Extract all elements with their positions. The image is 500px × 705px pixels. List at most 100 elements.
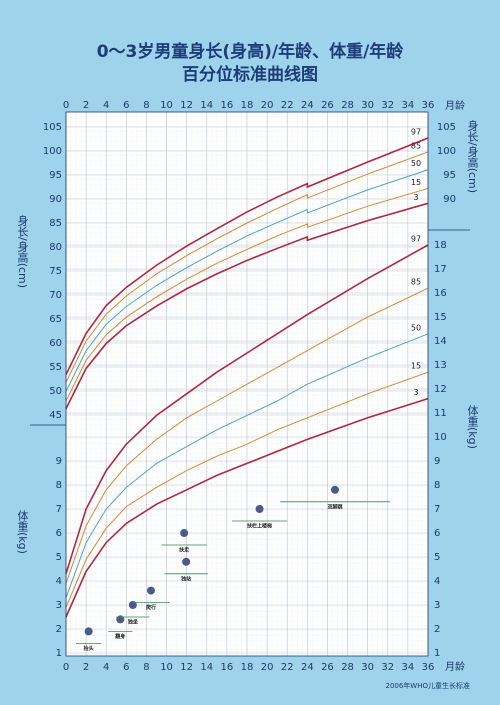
weight-tick-label: 10 (434, 432, 447, 443)
title: 0～3岁男童身长(身高)/年龄、体重/年龄 (97, 41, 405, 62)
x-tick-label-top: 32 (381, 100, 394, 111)
milestone-icon (146, 586, 155, 595)
y-tick-label: 105 (43, 122, 62, 133)
curve (65, 397, 429, 618)
x-tick-label-top: 4 (103, 100, 109, 111)
weight-left-tick-label: 6 (56, 528, 62, 539)
weight-label-left: 体重(kg) (16, 509, 29, 554)
x-tick-label-bottom: 34 (402, 662, 415, 673)
x-tick-label-bottom: 36 (422, 662, 435, 673)
curve (65, 151, 429, 383)
x-tick-label-top: 22 (281, 100, 294, 111)
weight-tick-label: 12 (434, 384, 447, 395)
x-tick-label-bottom: 6 (123, 662, 129, 673)
y-label-left: 身长/身高(cm) (16, 214, 29, 288)
curve-label: 3 (413, 193, 418, 202)
y-right-tick-label: 100 (437, 146, 456, 157)
footnote: 2006年WHO儿童生长标准 (385, 681, 470, 690)
curve-label: 50 (411, 323, 421, 332)
x-tick-label-bottom: 28 (341, 662, 354, 673)
x-label-bottom: 月龄 (445, 660, 465, 673)
weight-tick-label: 13 (434, 360, 447, 371)
y-tick-label: 90 (49, 194, 62, 205)
weight-tick-label: 16 (434, 288, 447, 299)
weight-tick-label: 9 (434, 456, 440, 467)
y-right-tick-label: 95 (443, 170, 456, 181)
milestone-icon (180, 529, 189, 537)
weight-tick-label: 6 (434, 528, 440, 539)
x-tick-label-bottom: 18 (241, 662, 254, 673)
weight-tick-label: 2 (434, 624, 440, 635)
y-tick-label: 85 (49, 218, 62, 229)
x-tick-label-bottom: 14 (200, 662, 213, 673)
weight-tick-label: 5 (434, 552, 440, 563)
curve-label: 15 (411, 362, 421, 371)
x-tick-label-top: 18 (241, 100, 254, 111)
y-tick-label: 95 (49, 170, 62, 181)
weight-tick-label: 8 (434, 480, 440, 491)
x-tick-label-bottom: 0 (63, 662, 69, 673)
weight-tick-label: 4 (434, 576, 440, 587)
milestone-label: 扶栏上楼梯 (247, 523, 272, 530)
x-tick-label-bottom: 32 (381, 662, 394, 673)
weight-label-right: 体重(kg) (466, 404, 479, 449)
subtitle: 百分位标准曲线图 (182, 64, 318, 85)
x-tick-label-top: 26 (321, 100, 334, 111)
x-tick-label-bottom: 22 (281, 662, 294, 673)
curve (65, 187, 429, 402)
milestone-icon (84, 627, 93, 636)
y-right-tick-label: 90 (443, 194, 456, 205)
x-tick-label-bottom: 24 (301, 662, 314, 673)
x-label-top: 月龄 (445, 99, 465, 112)
weight-left-tick-label: 8 (56, 480, 62, 491)
weight-left-tick-label: 5 (56, 552, 62, 563)
weight-left-tick-label: 2 (56, 624, 62, 635)
milestone-label: 独坐 (127, 619, 138, 626)
x-tick-label-top: 34 (402, 100, 415, 111)
x-tick-label-bottom: 20 (261, 662, 274, 673)
milestone-label: 抬头 (84, 645, 94, 652)
milestone-label: 爬行 (145, 604, 156, 611)
y-tick-label: 60 (49, 338, 62, 349)
y-tick-label: 45 (49, 410, 62, 421)
x-tick-label-bottom: 12 (180, 662, 193, 673)
y-tick-label: 100 (43, 146, 62, 157)
milestone-label: 扶走 (179, 547, 189, 554)
y-tick-label: 70 (49, 290, 62, 301)
curve-label: 50 (411, 159, 421, 168)
x-tick-label-top: 30 (361, 100, 374, 111)
weight-left-tick-label: 1 (56, 648, 62, 659)
weight-tick-label: 3 (434, 600, 440, 611)
y-tick-label: 75 (49, 266, 62, 277)
x-tick-label-bottom: 8 (143, 662, 149, 673)
x-tick-label-top: 6 (123, 100, 129, 111)
curve (65, 169, 429, 392)
weight-tick-label: 11 (434, 408, 447, 419)
weight-left-tick-label: 9 (56, 456, 62, 467)
x-tick-label-top: 8 (143, 100, 149, 111)
curve (65, 137, 429, 376)
curve (65, 202, 429, 410)
x-tick-label-top: 12 (180, 100, 193, 111)
curve-label: 15 (411, 178, 421, 187)
weight-left-tick-label: 3 (56, 600, 62, 611)
milestone-icon (182, 557, 191, 566)
curve-label: 97 (411, 128, 421, 137)
x-tick-label-top: 20 (261, 100, 274, 111)
curve (65, 371, 429, 608)
weight-left-tick-label: 4 (56, 576, 62, 587)
y-label-right: 身长/身高(cm) (466, 119, 479, 193)
x-tick-label-top: 2 (83, 100, 89, 111)
weight-tick-label: 14 (434, 336, 447, 347)
curve-label: 3 (413, 388, 418, 397)
y-tick-label: 55 (49, 362, 62, 373)
x-tick-label-top: 14 (200, 100, 213, 111)
x-tick-label-bottom: 4 (103, 662, 109, 673)
y-tick-label: 80 (49, 242, 62, 253)
x-tick-label-bottom: 10 (160, 662, 173, 673)
milestone-icon (255, 505, 264, 513)
x-tick-label-bottom: 16 (221, 662, 234, 673)
weight-tick-label: 17 (434, 264, 447, 275)
x-tick-label-top: 10 (160, 100, 173, 111)
